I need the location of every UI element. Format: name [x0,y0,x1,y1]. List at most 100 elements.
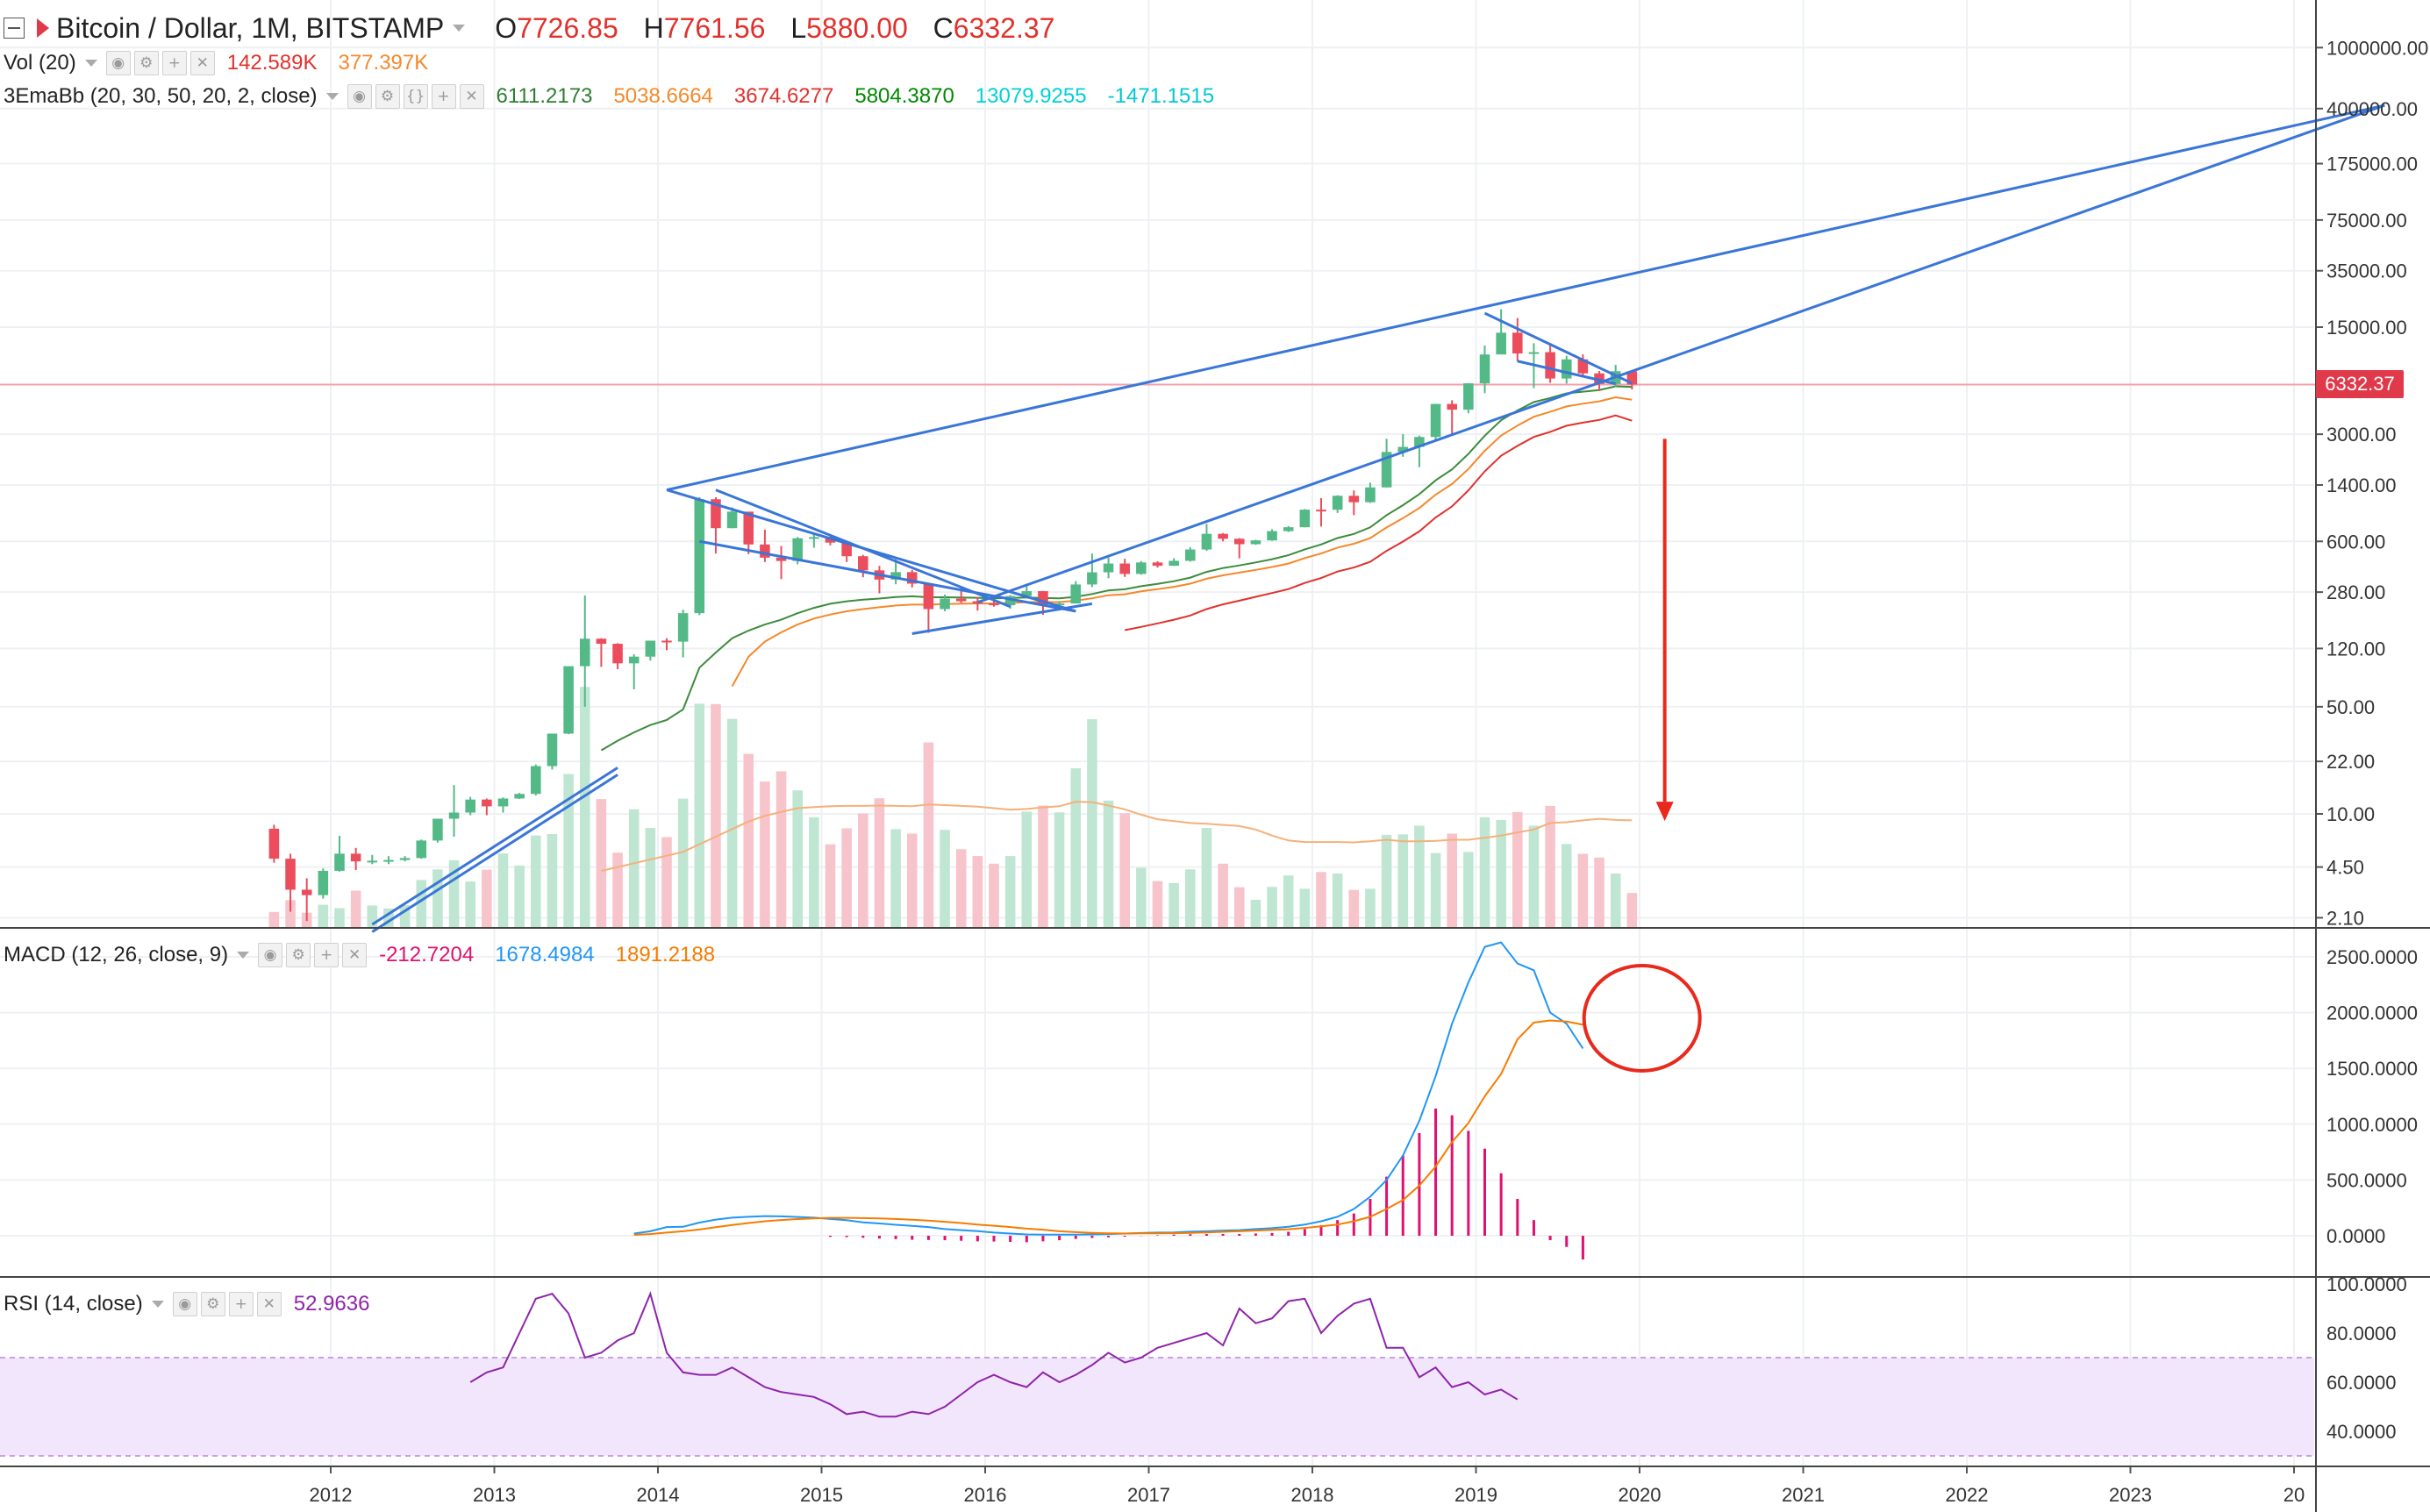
volume-bar [1136,867,1147,928]
time-axis-label: 2021 [1782,1484,1825,1506]
macd-indicator-name[interactable]: MACD (12, 26, close, 9) [4,943,229,966]
candle-body [1430,403,1441,438]
gear-icon[interactable]: ⚙ [286,943,311,967]
volume-bar [1496,819,1506,928]
volume-bar [1512,811,1523,928]
candle-body [1594,373,1605,384]
vol-value: 142.589K [226,51,318,75]
volume-bar [1218,863,1228,928]
eye-icon[interactable]: ◉ [347,84,372,109]
ema-value-2: 5038.6664 [613,84,713,108]
volume-bar [1054,812,1065,928]
ema-50-line [1125,414,1633,631]
trendline [371,774,618,933]
candle-body [809,537,819,539]
volume-bar [383,908,394,928]
volume-bar [1430,852,1441,928]
rsi-band-fill [0,1358,2314,1456]
rsi-axis-label: 100.0000 [2326,1273,2407,1295]
candle-body [1381,452,1392,488]
volume-bar [792,790,803,928]
braces-icon[interactable]: {} [403,84,428,109]
plus-icon[interactable]: + [228,1292,254,1316]
user-drawings[interactable] [371,103,2385,933]
volume-bar [677,798,689,928]
close-icon[interactable]: ✕ [342,943,368,967]
annotation-circle [1582,963,1702,1073]
volume-bar [1233,887,1245,928]
time-axis-label: 2022 [1946,1484,1989,1506]
candle-body [497,798,509,807]
close-icon[interactable]: ✕ [459,84,484,109]
candle-body [1626,371,1638,385]
volume-bar [661,837,672,928]
candle-body [645,640,656,657]
vol-indicator-name[interactable]: Vol (20) [4,51,76,75]
chevron-down-icon[interactable] [237,952,250,959]
volume-bar [596,799,607,928]
price-axis-label: 10.00 [2326,803,2375,825]
candle-body [334,853,345,871]
volume-bar [628,809,640,928]
volume-bar [906,833,918,928]
gear-icon[interactable]: ⚙ [200,1292,225,1316]
chevron-down-icon[interactable] [151,1301,164,1308]
ohlc-values: O7726.85 H7761.56 L5880.00 C6332.37 [495,12,1072,45]
eye-icon[interactable]: ◉ [172,1292,197,1316]
rsi-indicator-name[interactable]: RSI (14, close) [4,1292,143,1316]
chevron-down-icon[interactable] [84,60,97,67]
low-key: L [790,11,807,44]
price-axis-label: 15000.00 [2326,317,2407,339]
volume-bar [825,844,836,928]
rsi-axis-label: 80.0000 [2326,1323,2397,1344]
close-icon[interactable]: ✕ [256,1292,282,1316]
chevron-down-icon[interactable] [453,25,466,32]
close-icon[interactable]: ✕ [189,51,215,75]
vol-legend: Vol (20) ◉ ⚙ + ✕ 142.589K 377.397K [0,47,449,79]
candle-body [350,853,361,862]
candle-body [792,538,803,561]
gear-icon[interactable]: ⚙ [133,51,159,75]
gear-icon[interactable]: ⚙ [375,84,400,109]
volume-bar [775,771,787,928]
candle-body [858,556,868,571]
price-axis-label: 280.00 [2326,581,2385,603]
candle-body [1365,487,1376,503]
time-axis-label: 2018 [1291,1484,1334,1506]
volume-bar [955,849,967,928]
candle-body [482,799,492,807]
ema-indicator-name[interactable]: 3EmaBb (20, 30, 50, 20, 2, close) [4,84,318,108]
volume-bar [1414,825,1425,928]
volume-bar [1348,889,1360,928]
trendline [371,767,618,926]
plus-icon[interactable]: + [161,51,187,75]
volume-bar [1463,852,1474,928]
plus-icon[interactable]: + [314,943,339,967]
time-axis-label: 2016 [964,1484,1007,1506]
ema-lines [600,385,1633,752]
plus-icon[interactable]: + [431,84,456,109]
price-axis-label: 35000.00 [2326,260,2407,282]
time-axis-label: 2015 [800,1484,843,1506]
volume-bar [923,742,934,928]
candle-body [1447,403,1457,410]
volume-bar [1283,875,1294,928]
candle-body [1267,531,1277,541]
volume-bar [465,881,475,928]
price-axis-label: 600.00 [2326,531,2385,553]
eye-icon[interactable]: ◉ [258,943,283,967]
eye-icon[interactable]: ◉ [105,51,131,75]
trendline [699,539,1076,613]
macd-signal-value: 1891.2188 [615,943,716,966]
price-candles [268,309,1638,922]
symbol-title[interactable]: Bitcoin / Dollar, 1M, BITSTAMP [56,11,445,44]
volume-bar [579,687,590,928]
collapse-icon[interactable] [4,18,25,39]
vol-controls: ◉ ⚙ + ✕ [105,51,215,75]
trendline [976,103,2385,604]
ema-30-line [731,396,1633,687]
candle-body [1136,562,1147,574]
chevron-down-icon[interactable] [325,93,339,100]
volume-bar [612,852,623,928]
